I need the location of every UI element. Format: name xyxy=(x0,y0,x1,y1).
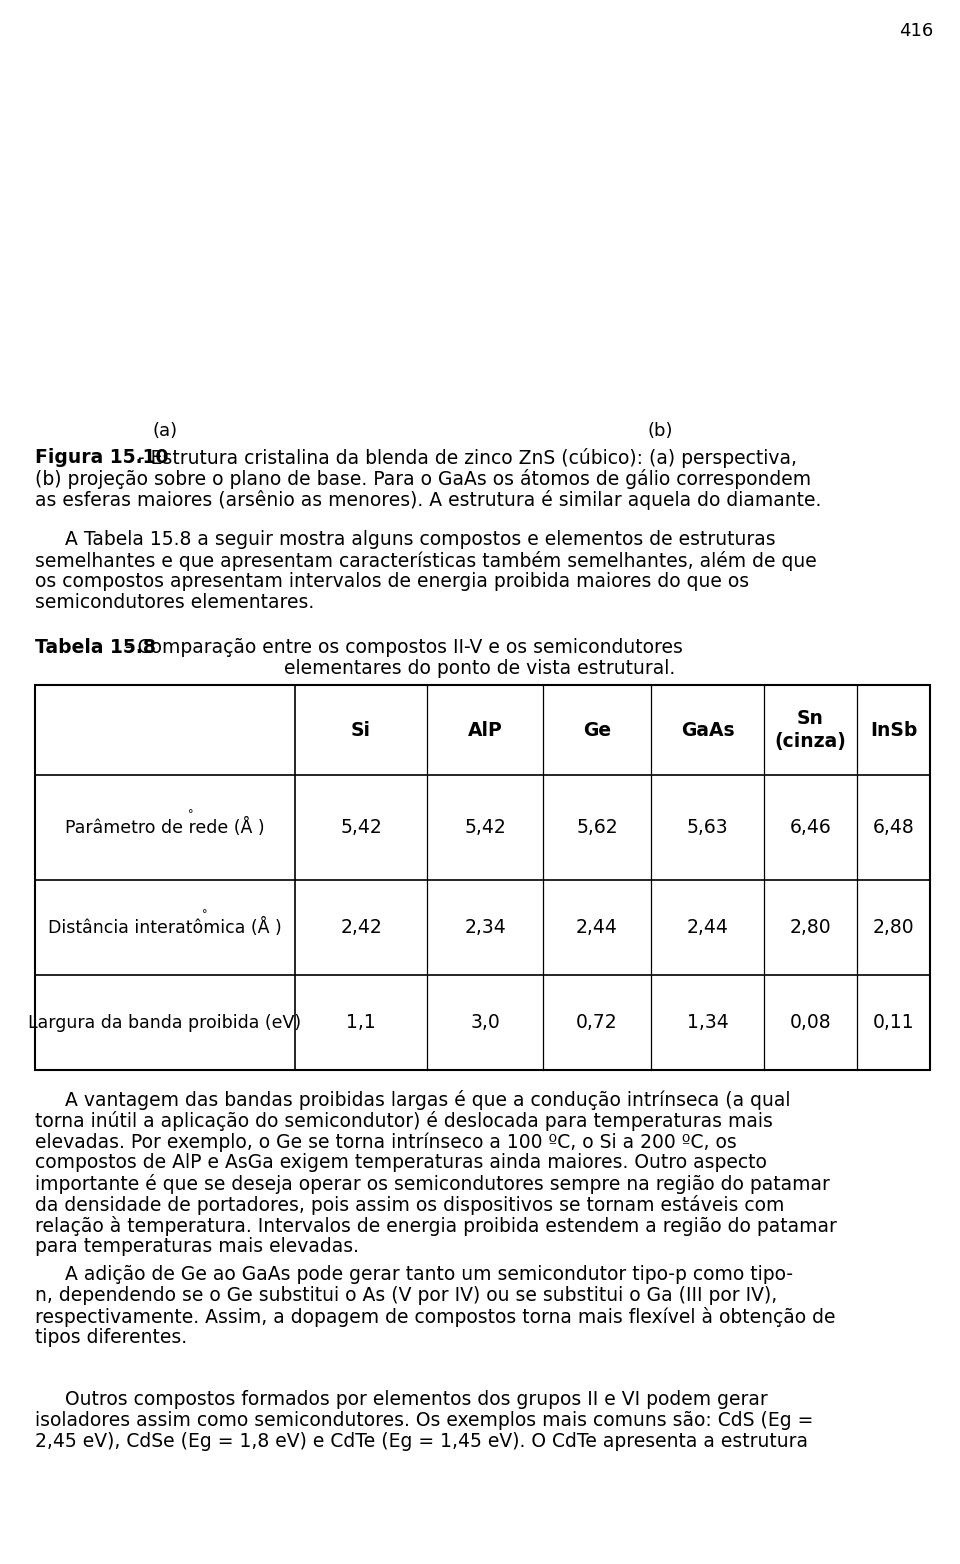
Text: as esferas maiores (arsênio as menores). A estrutura é similar aquela do diamant: as esferas maiores (arsênio as menores).… xyxy=(35,490,822,510)
Text: os compostos apresentam intervalos de energia proibida maiores do que os: os compostos apresentam intervalos de en… xyxy=(35,572,749,591)
Text: 2,80: 2,80 xyxy=(873,918,914,937)
Text: - Estrutura cristalina da blenda de zinco ZnS (cúbico): (a) perspectiva,: - Estrutura cristalina da blenda de zinc… xyxy=(132,447,797,468)
Text: para temperaturas mais elevadas.: para temperaturas mais elevadas. xyxy=(35,1237,359,1256)
Text: °: ° xyxy=(188,810,194,820)
Text: 5,42: 5,42 xyxy=(464,818,506,837)
Text: Distância interatômica (Å ): Distância interatômica (Å ) xyxy=(48,918,282,937)
Text: Outros compostos formados por elementos dos grupos II e VI podem gerar: Outros compostos formados por elementos … xyxy=(35,1390,768,1409)
Text: 1,34: 1,34 xyxy=(686,1013,729,1032)
Text: A Tabela 15.8 a seguir mostra alguns compostos e elementos de estruturas: A Tabela 15.8 a seguir mostra alguns com… xyxy=(35,530,776,549)
Text: 0,11: 0,11 xyxy=(873,1013,914,1032)
Text: isoladores assim como semicondutores. Os exemplos mais comuns são: CdS (Eg =: isoladores assim como semicondutores. Os… xyxy=(35,1411,813,1429)
Text: 1,1: 1,1 xyxy=(347,1013,376,1032)
Text: 5,42: 5,42 xyxy=(340,818,382,837)
Text: AlP: AlP xyxy=(468,721,502,740)
Text: 2,42: 2,42 xyxy=(340,918,382,937)
Text: Sn
(cinza): Sn (cinza) xyxy=(775,708,847,751)
Text: importante é que se deseja operar os semicondutores sempre na região do patamar: importante é que se deseja operar os sem… xyxy=(35,1175,829,1193)
Text: semelhantes e que apresentam características também semelhantes, além de que: semelhantes e que apresentam característ… xyxy=(35,551,817,571)
Text: da densidade de portadores, pois assim os dispositivos se tornam estáveis com: da densidade de portadores, pois assim o… xyxy=(35,1195,784,1215)
Text: 0,08: 0,08 xyxy=(790,1013,831,1032)
Text: tipos diferentes.: tipos diferentes. xyxy=(35,1328,187,1347)
Text: Tabela 15.8: Tabela 15.8 xyxy=(35,638,156,657)
Text: compostos de AlP e AsGa exigem temperaturas ainda maiores. Outro aspecto: compostos de AlP e AsGa exigem temperatu… xyxy=(35,1153,767,1171)
Bar xyxy=(35,685,930,1070)
Text: - Comparação entre os compostos II-V e os semicondutores: - Comparação entre os compostos II-V e o… xyxy=(119,638,683,657)
Text: Largura da banda proibida (eV): Largura da banda proibida (eV) xyxy=(29,1013,301,1032)
Text: 416: 416 xyxy=(899,22,933,41)
Text: Parâmetro de rede (Å ): Parâmetro de rede (Å ) xyxy=(65,818,265,837)
Text: A vantagem das bandas proibidas largas é que a condução intrínseca (a qual: A vantagem das bandas proibidas largas é… xyxy=(35,1090,790,1110)
Text: 6,46: 6,46 xyxy=(790,818,831,837)
Text: (a): (a) xyxy=(153,422,178,439)
Text: n, dependendo se o Ge substitui o As (V por IV) ou se substitui o Ga (III por IV: n, dependendo se o Ge substitui o As (V … xyxy=(35,1286,778,1304)
Text: InSb: InSb xyxy=(870,721,917,740)
Text: 0,72: 0,72 xyxy=(576,1013,618,1032)
Text: semicondutores elementares.: semicondutores elementares. xyxy=(35,593,314,612)
Text: (b): (b) xyxy=(647,422,673,439)
Text: Ge: Ge xyxy=(583,721,612,740)
Text: respectivamente. Assim, a dopagem de compostos torna mais flexível à obtenção de: respectivamente. Assim, a dopagem de com… xyxy=(35,1308,835,1326)
Text: 2,34: 2,34 xyxy=(464,918,506,937)
Text: GaAs: GaAs xyxy=(681,721,734,740)
Text: 6,48: 6,48 xyxy=(873,818,914,837)
Text: 2,44: 2,44 xyxy=(686,918,729,937)
Text: (b) projeção sobre o plano de base. Para o GaAs os átomos de gálio correspondem: (b) projeção sobre o plano de base. Para… xyxy=(35,469,811,490)
Text: A adição de Ge ao GaAs pode gerar tanto um semicondutor tipo-p como tipo-: A adição de Ge ao GaAs pode gerar tanto … xyxy=(35,1265,793,1284)
Text: 2,80: 2,80 xyxy=(790,918,831,937)
Text: °: ° xyxy=(203,910,207,920)
Text: Figura 15.10: Figura 15.10 xyxy=(35,447,169,468)
Text: 5,62: 5,62 xyxy=(576,818,618,837)
Text: torna inútil a aplicação do semicondutor) é deslocada para temperaturas mais: torna inútil a aplicação do semicondutor… xyxy=(35,1110,773,1131)
Text: 3,0: 3,0 xyxy=(470,1013,500,1032)
Text: 5,63: 5,63 xyxy=(686,818,729,837)
Text: elevadas. Por exemplo, o Ge se torna intrínseco a 100 ºC, o Si a 200 ºC, os: elevadas. Por exemplo, o Ge se torna int… xyxy=(35,1132,736,1151)
Text: 2,45 eV), CdSe (Eg = 1,8 eV) e CdTe (Eg = 1,45 eV). O CdTe apresenta a estrutura: 2,45 eV), CdSe (Eg = 1,8 eV) e CdTe (Eg … xyxy=(35,1433,808,1451)
Text: elementares do ponto de vista estrutural.: elementares do ponto de vista estrutural… xyxy=(284,658,676,679)
Text: relação à temperatura. Intervalos de energia proibida estendem a região do patam: relação à temperatura. Intervalos de ene… xyxy=(35,1215,837,1236)
Text: Si: Si xyxy=(351,721,371,740)
Text: 2,44: 2,44 xyxy=(576,918,618,937)
